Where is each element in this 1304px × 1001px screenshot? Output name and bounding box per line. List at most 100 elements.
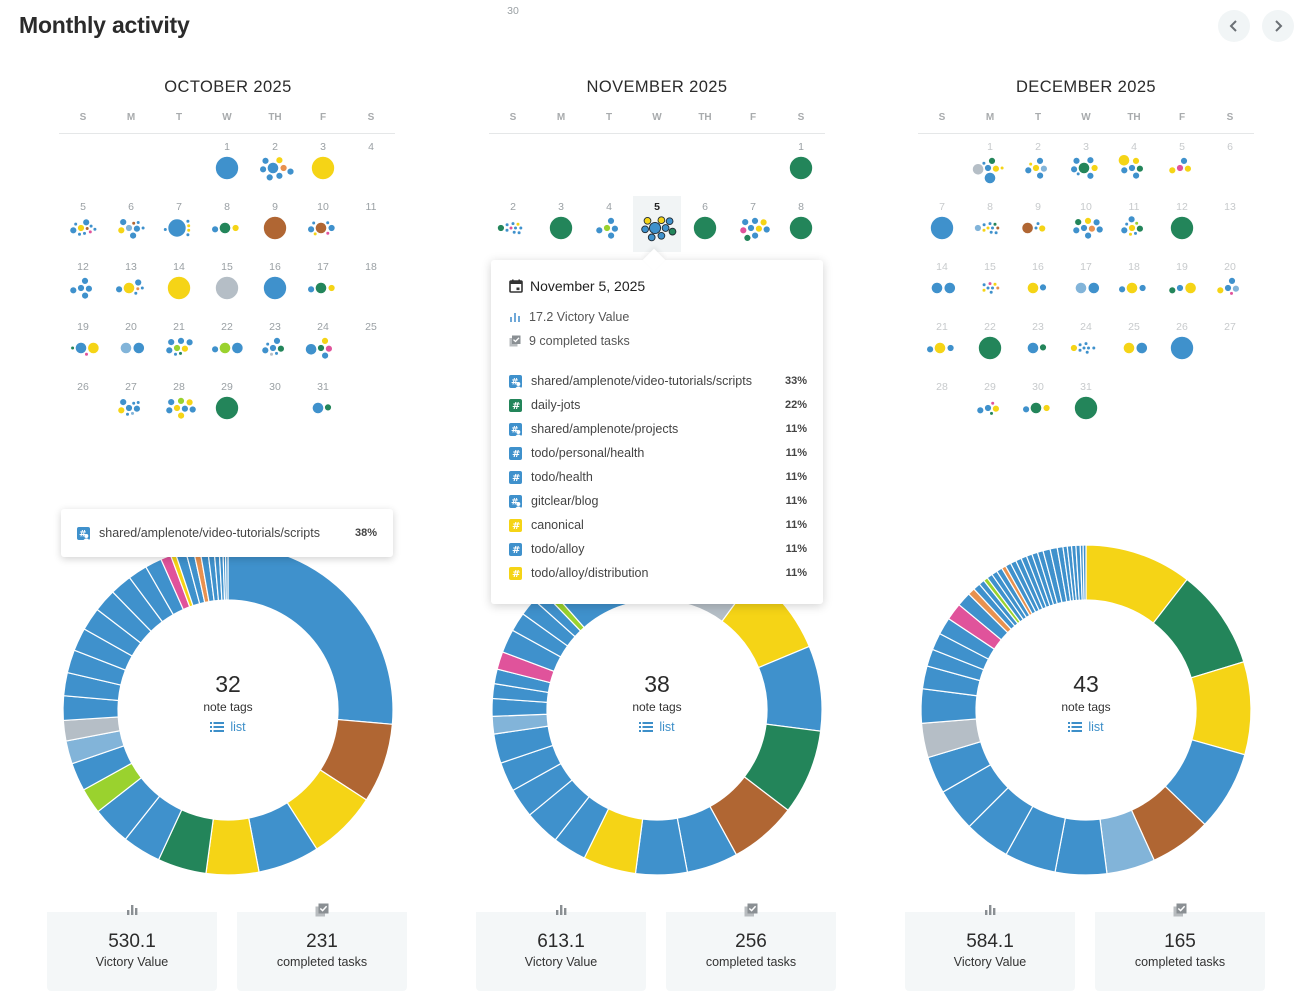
calendar-day[interactable]: 5	[1158, 136, 1206, 192]
calendar-day[interactable]: 8	[777, 196, 825, 252]
calendar-day[interactable]: 1	[203, 136, 251, 192]
calendar-day[interactable]: 29	[203, 376, 251, 432]
tooltip-tag-row[interactable]: # todo/alloy/distribution 11%	[509, 566, 807, 580]
calendar-day[interactable]: 4	[1110, 136, 1158, 192]
calendar-day[interactable]: 14	[918, 256, 966, 312]
calendar-day[interactable]: 26	[1158, 316, 1206, 372]
tooltip-tag-row[interactable]: # canonical 11%	[509, 518, 807, 532]
calendar-day[interactable]: 3	[537, 196, 585, 252]
calendar-day[interactable]: 17	[299, 256, 347, 312]
activity-bubble	[88, 229, 93, 235]
calendar-day[interactable]: 20	[107, 316, 155, 372]
calendar-day[interactable]: 3	[1062, 136, 1110, 192]
tooltip-tag-row[interactable]: # todo/alloy 11%	[509, 542, 807, 556]
activity-bubble	[315, 282, 327, 294]
calendar-day[interactable]: 25	[347, 316, 395, 372]
tooltip-tag-row[interactable]: # todo/health 11%	[509, 470, 807, 484]
donut-slice[interactable]	[227, 544, 394, 725]
activity-bubble	[321, 337, 329, 345]
donut-slice[interactable]	[1082, 544, 1087, 601]
calendar-day[interactable]: 4	[347, 136, 395, 192]
calendar-day[interactable]: 31	[1062, 376, 1110, 432]
next-month-button[interactable]	[1262, 10, 1294, 42]
calendar-day[interactable]: 26	[59, 376, 107, 432]
weekday-label: TH	[1127, 112, 1141, 123]
calendar-day[interactable]: 8	[966, 196, 1014, 252]
calendar-day[interactable]: 18	[1110, 256, 1158, 312]
tag-list-link[interactable]: list	[916, 720, 1256, 734]
calendar-day[interactable]: 12	[1158, 196, 1206, 252]
calendar-day[interactable]: 17	[1062, 256, 1110, 312]
calendar-day[interactable]: 30	[1014, 376, 1062, 432]
calendar-day[interactable]: 31	[299, 376, 347, 432]
calendar-day[interactable]: 9	[1014, 196, 1062, 252]
calendar-day[interactable]: 7	[918, 196, 966, 252]
calendar-day[interactable]: 11	[1110, 196, 1158, 252]
calendar-day[interactable]: 27	[107, 376, 155, 432]
activity-bubble	[92, 227, 98, 232]
calendar-day[interactable]: 10	[299, 196, 347, 252]
calendar-day[interactable]: 25	[1110, 316, 1158, 372]
calendar-day[interactable]: 30	[489, 0, 537, 56]
calendar-day[interactable]: 28	[918, 376, 966, 432]
calendar-day[interactable]: 23	[251, 316, 299, 372]
calendar-day[interactable]: 13	[1206, 196, 1254, 252]
calendar-day[interactable]: 3	[299, 136, 347, 192]
calendar-day[interactable]: 1	[777, 136, 825, 192]
tooltip-victory-row: 17.2 Victory Value	[509, 310, 629, 324]
calendar-day[interactable]: 6	[1206, 136, 1254, 192]
calendar-day[interactable]: 7	[729, 196, 777, 252]
tooltip-tag-row[interactable]: # shared/amplenote/video-tutorials/scrip…	[509, 374, 807, 388]
calendar-day[interactable]: 30	[251, 376, 299, 432]
calendar-day[interactable]: 14	[155, 256, 203, 312]
calendar-day[interactable]: 2	[251, 136, 299, 192]
calendar-day[interactable]: 6	[681, 196, 729, 252]
calendar-day[interactable]: 18	[347, 256, 395, 312]
calendar-day[interactable]: 13	[107, 256, 155, 312]
calendar-day[interactable]: 5	[59, 196, 107, 252]
tooltip-tag-row[interactable]: # gitclear/blog 11%	[509, 494, 807, 508]
calendar-day[interactable]: 24	[299, 316, 347, 372]
calendar-day[interactable]: 24	[1062, 316, 1110, 372]
calendar-day[interactable]: 2	[1014, 136, 1062, 192]
calendar-day[interactable]: 12	[59, 256, 107, 312]
tooltip-tag-row[interactable]: # daily-jots 22%	[509, 398, 807, 412]
calendar-day[interactable]: 2	[489, 196, 537, 252]
chevron-left-icon	[1229, 20, 1237, 32]
calendar-day[interactable]: 15	[966, 256, 1014, 312]
calendar-day[interactable]: 16	[1014, 256, 1062, 312]
calendar-day[interactable]: 22	[203, 316, 251, 372]
calendar-day[interactable]: 16	[251, 256, 299, 312]
calendar-day[interactable]: 4	[585, 196, 633, 252]
tag-list-link[interactable]: list	[487, 720, 827, 734]
calendar-day[interactable]: 19	[59, 316, 107, 372]
calendar-day[interactable]: 19	[1158, 256, 1206, 312]
activity-bubble	[177, 337, 185, 345]
activity-bubble	[1168, 166, 1177, 174]
calendar-day[interactable]: 8	[203, 196, 251, 252]
calendar-day[interactable]: 11	[347, 196, 395, 252]
calendar-day[interactable]: 15	[203, 256, 251, 312]
tooltip-tag-row[interactable]: # shared/amplenote/projects 11%	[509, 422, 807, 436]
calendar-day[interactable]: 9	[251, 196, 299, 252]
calendar-day[interactable]: 28	[155, 376, 203, 432]
calendar-day[interactable]: 10	[1062, 196, 1110, 252]
calendar-day[interactable]: 20	[1206, 256, 1254, 312]
calendar-day[interactable]: 1	[966, 136, 1014, 192]
tag-percent: 11%	[785, 471, 807, 483]
calendar-day[interactable]: 21	[918, 316, 966, 372]
calendar-day[interactable]: 23	[1014, 316, 1062, 372]
tooltip-tag-row[interactable]: # todo/personal/health 11%	[509, 446, 807, 460]
activity-bubbles	[641, 216, 677, 242]
chevron-right-icon	[1275, 20, 1283, 32]
calendar-day[interactable]: 6	[107, 196, 155, 252]
day-number: 25	[1128, 321, 1140, 333]
calendar-day[interactable]: 5	[633, 196, 681, 252]
calendar-day[interactable]: 29	[966, 376, 1014, 432]
tag-list-link[interactable]: list	[58, 720, 398, 734]
calendar-day[interactable]: 27	[1206, 316, 1254, 372]
calendar-day[interactable]: 21	[155, 316, 203, 372]
calendar-day[interactable]: 7	[155, 196, 203, 252]
calendar-day[interactable]: 22	[966, 316, 1014, 372]
previous-month-button[interactable]	[1218, 10, 1250, 42]
